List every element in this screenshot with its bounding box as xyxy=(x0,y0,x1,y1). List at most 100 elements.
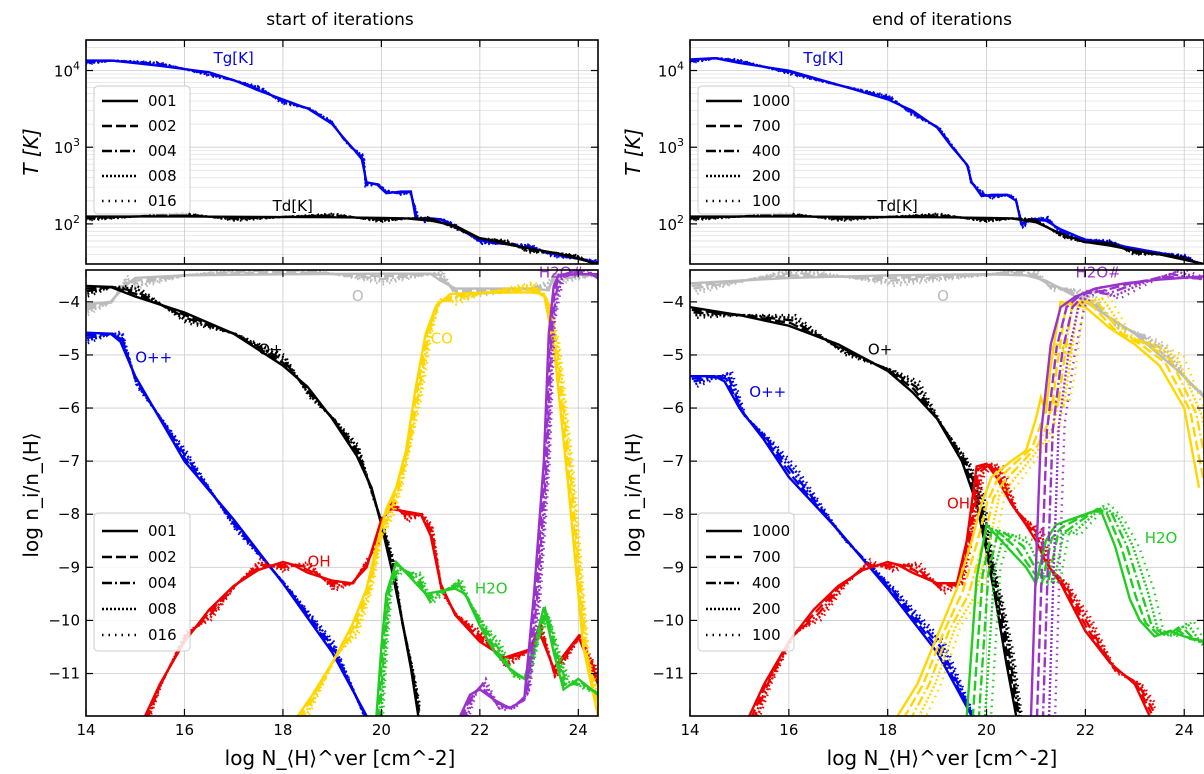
legend-label: 016 xyxy=(148,192,177,210)
h2o-ice-curve-5 xyxy=(468,270,598,716)
x-tick-label: 24 xyxy=(1175,721,1194,739)
y-tick-label: 102 xyxy=(54,213,80,234)
y-tick-label: −6 xyxy=(662,399,684,417)
opp-curve-3 xyxy=(693,374,975,716)
h2o-ice-curve-5 xyxy=(1053,270,1204,716)
x-tick-label: 14 xyxy=(680,721,699,739)
grid-abundance xyxy=(689,270,1204,716)
abundance-plot-left: O O+ O++ CO OH H2O H2O# −4 −5 −6 −7 −8 −9 −10 −11 14 16 1… xyxy=(48,263,599,739)
y-axis-label-temperature-right: T [K] xyxy=(621,128,645,175)
x-tick-label: 16 xyxy=(779,721,798,739)
y-axis-label-text: T [K] xyxy=(621,128,645,175)
h2o-ice-curve-2 xyxy=(461,270,598,716)
h2o-ice-curve-2 xyxy=(1035,275,1204,716)
o-curve-5 xyxy=(696,270,1204,395)
axes-frame xyxy=(689,269,1204,717)
oh-curve-5 xyxy=(758,462,1158,716)
y-axis-label-text: log n_i/n_⟨H⟩ xyxy=(19,432,43,557)
h2o-ice-curve-1 xyxy=(459,273,598,716)
species-label-oh: OH xyxy=(308,553,331,571)
temperature-plot-right: Tg[K] Td[K] 102 103 104 1000 700 400 200 100 xyxy=(658,39,1204,265)
y-tick-label: −10 xyxy=(48,611,80,629)
tg-curve-4 xyxy=(690,57,1201,264)
td-curve-4 xyxy=(86,212,596,264)
co-curve-4 xyxy=(304,283,598,716)
legend-label: 008 xyxy=(148,600,177,618)
h2o-ice-curve-3 xyxy=(463,270,598,716)
legend-label: 200 xyxy=(752,600,781,618)
op-curve-1 xyxy=(86,284,420,716)
panel-title-left: start of iterations xyxy=(266,10,414,30)
species-label-op: O+ xyxy=(868,340,892,358)
legend-label: 004 xyxy=(148,142,177,160)
td-curve-5 xyxy=(86,211,596,264)
y-axis-label-abundance-right: log n_i/n_⟨H⟩ xyxy=(621,432,645,557)
y-tick-label: −10 xyxy=(652,611,684,629)
legend-label: 700 xyxy=(752,548,781,566)
legend-label: 008 xyxy=(148,167,177,185)
co-curve-1 xyxy=(896,300,1201,716)
y-tick-label: 104 xyxy=(658,60,684,81)
h2o-curve-1 xyxy=(375,559,598,716)
co-curve-2 xyxy=(299,288,598,716)
co-curve-3 xyxy=(302,285,598,716)
h2o-curve-1 xyxy=(965,507,1204,716)
legend-label: 100 xyxy=(752,192,781,210)
legend-temperature: 001 002 004 008 016 xyxy=(93,85,191,215)
td-curve-4 xyxy=(690,212,1202,264)
legend-abundance: 1000 700 400 200 100 xyxy=(697,512,795,652)
axes-frame xyxy=(85,269,599,717)
op-curve-5 xyxy=(697,313,1024,716)
legend-box xyxy=(697,85,795,215)
y-tick-label: −4 xyxy=(58,293,80,311)
y-tick-label: −11 xyxy=(652,665,684,683)
oh-curve-1 xyxy=(748,462,1151,716)
species-label-op: O+ xyxy=(258,340,282,358)
y-axis-label-text: log n_i/n_⟨H⟩ xyxy=(621,432,645,557)
x-tick-label: 18 xyxy=(273,721,292,739)
legend-box xyxy=(93,85,191,215)
td-curve-2 xyxy=(86,214,598,264)
oh-curve-3 xyxy=(146,501,598,716)
td-curve-3 xyxy=(690,213,1203,264)
y-tick-label: 103 xyxy=(658,136,684,157)
x-axis-label-left: log N_⟨H⟩^ver [cm^-2] xyxy=(225,746,456,770)
legend-label: 1000 xyxy=(752,92,790,110)
legend-label: 002 xyxy=(148,548,177,566)
legend-label: 004 xyxy=(148,574,177,592)
td-label: Td[K] xyxy=(876,197,917,215)
op-curve-1 xyxy=(690,305,1018,716)
opp-curve-1 xyxy=(690,374,973,716)
legend-label: 016 xyxy=(148,626,177,644)
h2o-ice-curve-1 xyxy=(1029,275,1204,716)
legend-label: 1000 xyxy=(752,522,790,540)
tg-label: Tg[K] xyxy=(802,49,843,67)
y-tick-label: −7 xyxy=(662,452,684,470)
species-label-o: O xyxy=(937,287,949,305)
legend-label: 001 xyxy=(148,92,177,110)
y-tick-label: 102 xyxy=(658,213,684,234)
legend-label: 001 xyxy=(148,522,177,540)
y-axis-label-text: T [K] xyxy=(19,128,43,175)
species-label-co: CO xyxy=(1051,340,1073,358)
legend-label: 002 xyxy=(148,117,177,135)
legend-label: 700 xyxy=(752,117,781,135)
legend-label: 400 xyxy=(752,142,781,160)
legend-box xyxy=(93,512,191,652)
species-label-o: O xyxy=(352,287,364,305)
y-tick-label: −11 xyxy=(48,665,80,683)
y-tick-label: −6 xyxy=(58,399,80,417)
opp-curve-2 xyxy=(691,374,974,716)
legend-box xyxy=(697,512,795,652)
y-tick-label: 103 xyxy=(54,136,80,157)
species-label-h2o-ice: H2O# xyxy=(1076,263,1121,281)
axes-frame xyxy=(689,39,1204,265)
o-curve-1 xyxy=(86,272,598,306)
oh-curve-2 xyxy=(750,462,1153,716)
species-label-oh: OH xyxy=(947,494,970,512)
species-label-h2o-ice: H2O# xyxy=(539,263,584,281)
co-curve-5 xyxy=(924,295,1204,716)
oh-curve-3 xyxy=(753,462,1155,716)
x-tick-label: 20 xyxy=(372,721,391,739)
species-label-h2o: H2O xyxy=(1145,529,1178,547)
